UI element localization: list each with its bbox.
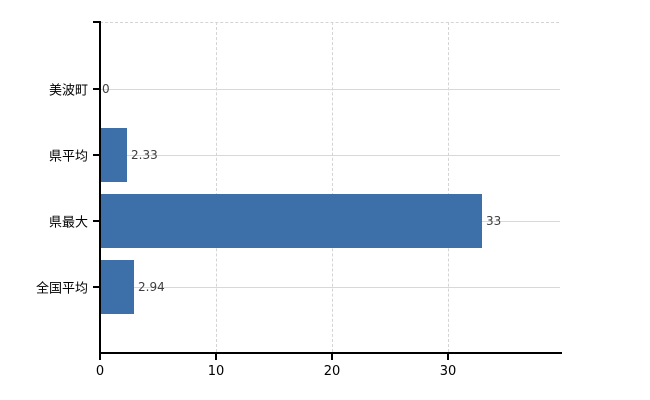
category-label: 美波町 bbox=[48, 83, 88, 99]
x-axis-tick bbox=[99, 353, 101, 360]
y-axis-line bbox=[99, 22, 101, 354]
h-gridline bbox=[101, 155, 560, 156]
v-gridline bbox=[216, 22, 217, 352]
bar bbox=[101, 260, 134, 314]
y-axis-tick bbox=[93, 88, 101, 90]
y-axis-tick bbox=[93, 154, 101, 156]
h-gridline bbox=[101, 287, 560, 288]
x-axis-line bbox=[99, 352, 562, 354]
v-gridline bbox=[448, 22, 449, 352]
bar-value-label: 2.33 bbox=[131, 148, 158, 162]
bar-value-label: 33 bbox=[486, 214, 502, 228]
x-axis-tick bbox=[447, 353, 449, 360]
y-axis-tick bbox=[93, 220, 101, 222]
x-axis-tick bbox=[215, 353, 217, 360]
plot-top-border bbox=[100, 22, 559, 23]
category-label: 県最大 bbox=[48, 215, 88, 231]
x-tick-label: 10 bbox=[207, 364, 225, 379]
x-axis-tick bbox=[331, 353, 333, 360]
x-tick-label: 20 bbox=[323, 364, 341, 379]
h-gridline bbox=[101, 89, 560, 90]
category-label: 全国平均 bbox=[35, 281, 88, 297]
y-axis-tick bbox=[93, 286, 101, 288]
bar bbox=[101, 128, 127, 182]
category-label: 県平均 bbox=[48, 149, 88, 165]
bar-value-label: 2.94 bbox=[138, 280, 165, 294]
v-gridline bbox=[332, 22, 333, 352]
x-tick-label: 0 bbox=[95, 364, 105, 379]
bar-value-label: 0 bbox=[102, 82, 110, 96]
x-tick-label: 30 bbox=[439, 364, 457, 379]
y-axis-top-tick bbox=[93, 21, 101, 23]
bar bbox=[101, 194, 482, 248]
